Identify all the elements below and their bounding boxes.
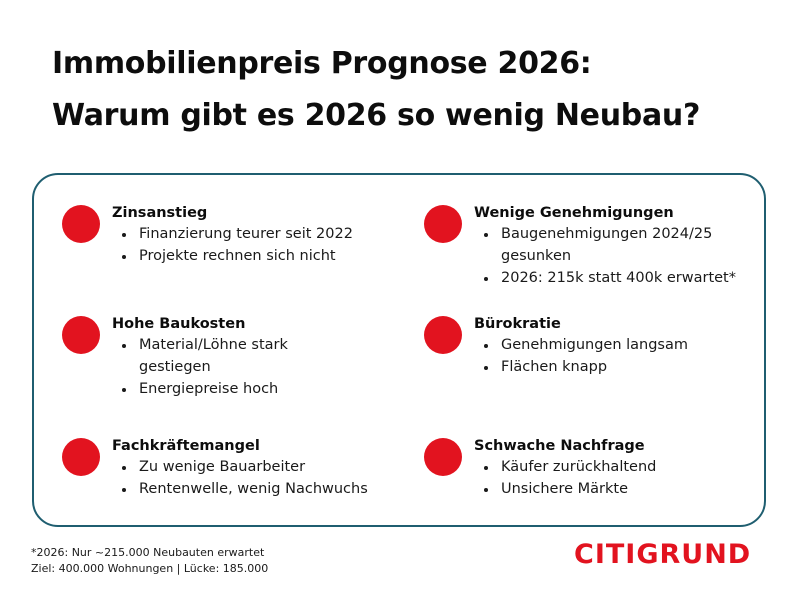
title-line-2: Warum gibt es 2026 so wenig Neubau? bbox=[52, 98, 701, 133]
bullet-item: Energiepreise hoch bbox=[120, 378, 312, 400]
red-circle-icon bbox=[424, 316, 462, 354]
bullet-item: Rentenwelle, wenig Nachwuchs bbox=[120, 478, 412, 500]
reason-bullets: Genehmigungen langsam Flächen knapp bbox=[474, 334, 774, 378]
red-circle-icon bbox=[424, 205, 462, 243]
bullet-item: Flächen knapp bbox=[482, 356, 774, 378]
red-circle-icon bbox=[62, 205, 100, 243]
bullet-item: 2026: 215k statt 400k erwartet* bbox=[482, 267, 764, 289]
bullet-item: Baugenehmigungen 2024/25 gesunken bbox=[482, 223, 721, 267]
red-circle-icon bbox=[424, 438, 462, 476]
reasons-panel: Zinsanstieg Finanzierung teurer seit 202… bbox=[32, 173, 766, 527]
bullet-item: Material/Löhne stark gestiegen bbox=[120, 334, 312, 378]
reason-title: Fachkräftemangel bbox=[112, 438, 260, 454]
reason-title: Hohe Baukosten bbox=[112, 316, 246, 332]
red-circle-icon bbox=[62, 316, 100, 354]
page-title: Immobilienpreis Prognose 2026: Warum gib… bbox=[52, 38, 700, 142]
citigrund-logo: CITIGRUND bbox=[574, 539, 752, 570]
reason-title: Bürokratie bbox=[474, 316, 561, 332]
bullet-item: Projekte rechnen sich nicht bbox=[120, 245, 412, 267]
reason-bullets: Zu wenige Bauarbeiter Rentenwelle, wenig… bbox=[112, 456, 412, 500]
reason-bullets: Material/Löhne stark gestiegen Energiepr… bbox=[112, 334, 312, 400]
bullet-item: Genehmigungen langsam bbox=[482, 334, 774, 356]
footnote-line-1: *2026: Nur ~215.000 Neubauten erwartet bbox=[31, 546, 265, 559]
bullet-item: Unsichere Märkte bbox=[482, 478, 774, 500]
bullet-item: Zu wenige Bauarbeiter bbox=[120, 456, 412, 478]
reason-title: Zinsanstieg bbox=[112, 205, 208, 221]
footnote-line-2: Ziel: 400.000 Wohnungen | Lücke: 185.000 bbox=[31, 562, 269, 575]
reason-bullets: Finanzierung teurer seit 2022 Projekte r… bbox=[112, 223, 412, 267]
bullet-item: Käufer zurückhaltend bbox=[482, 456, 774, 478]
reason-bullets: Baugenehmigungen 2024/25 gesunken 2026: … bbox=[474, 223, 764, 289]
title-line-1: Immobilienpreis Prognose 2026: bbox=[52, 46, 592, 81]
bullet-item: Finanzierung teurer seit 2022 bbox=[120, 223, 412, 245]
footnote: *2026: Nur ~215.000 Neubauten erwartet Z… bbox=[31, 545, 268, 577]
reason-bullets: Käufer zurückhaltend Unsichere Märkte bbox=[474, 456, 774, 500]
red-circle-icon bbox=[62, 438, 100, 476]
reason-title: Schwache Nachfrage bbox=[474, 438, 645, 454]
reason-title: Wenige Genehmigungen bbox=[474, 205, 674, 221]
